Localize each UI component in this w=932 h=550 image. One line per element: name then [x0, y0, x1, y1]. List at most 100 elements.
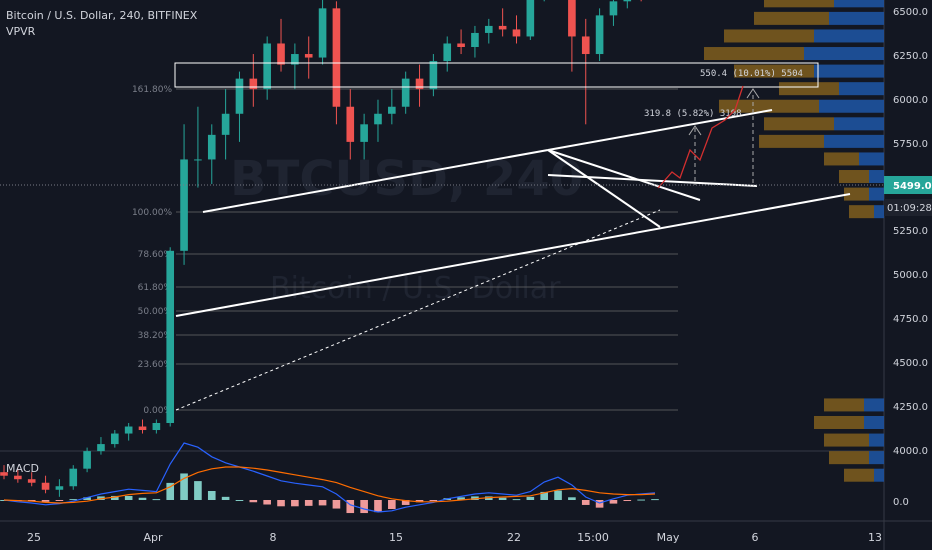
vp-bar-down	[829, 451, 869, 465]
macd-histogram-bar	[609, 500, 618, 504]
measure-box	[174, 62, 819, 88]
macd-histogram-bar	[55, 500, 64, 501]
time-tick: Apr	[143, 531, 163, 544]
macd-histogram-bar	[152, 499, 161, 501]
measure-big-label: 550.4 (10.01%) 5504	[700, 69, 803, 79]
symbol-title[interactable]: Bitcoin / U.S. Dollar, 240, BITFINEX	[6, 9, 198, 22]
macd-histogram-bar	[318, 500, 327, 506]
macd-histogram-bar	[180, 473, 188, 500]
vp-bar-down	[719, 99, 819, 113]
vp-bar-up	[834, 117, 884, 131]
candle-body	[277, 43, 285, 65]
fib-label: 61.80%	[138, 283, 173, 293]
candle-body	[110, 433, 119, 445]
macd-histogram-bar	[360, 500, 368, 514]
vp-bar-up	[824, 134, 884, 148]
vp-bar-up	[864, 416, 884, 429]
vp-bar-down	[764, 0, 834, 8]
candle-body	[207, 134, 216, 160]
vp-bar-down	[844, 187, 869, 201]
arrow-head-big	[746, 88, 760, 99]
candle-body	[221, 113, 230, 135]
vp-bar-down	[734, 64, 814, 78]
price-tick: 6000.0	[893, 95, 928, 106]
candle-body	[498, 25, 507, 30]
vpvr-indicator-label[interactable]: VPVR	[6, 25, 36, 38]
vp-bar-down	[824, 433, 869, 447]
vp-bar-up	[869, 187, 884, 201]
candle-body	[374, 113, 382, 125]
macd-histogram-bar	[540, 491, 549, 500]
vp-bar-up	[834, 0, 884, 8]
time-tick: 13	[868, 531, 882, 544]
macd-histogram-bar	[166, 482, 175, 500]
macd-histogram-bar	[401, 500, 410, 505]
channel-upper-extension	[547, 109, 773, 151]
candle-body	[0, 472, 8, 476]
macd-histogram-bar	[595, 500, 604, 508]
vp-bar-up	[869, 451, 884, 465]
macd-histogram-bar	[346, 500, 355, 514]
macd-histogram-bar	[277, 500, 285, 507]
candle-countdown: 01:09:28	[887, 203, 932, 214]
time-tick: May	[657, 531, 680, 544]
time-tick: 25	[27, 531, 41, 544]
macd-zero-tick: 0.0	[893, 497, 909, 508]
current-price-badge	[884, 176, 932, 194]
vp-bar-down	[844, 468, 874, 482]
time-tick: 15	[389, 531, 403, 544]
fib-label: 0.00%	[143, 406, 172, 416]
vp-bar-down	[814, 416, 864, 429]
vp-bar-up	[859, 152, 884, 166]
candle-body	[83, 451, 91, 469]
candle-body	[27, 479, 36, 483]
candle-body	[401, 78, 410, 107]
price-tick: 6500.0	[893, 7, 928, 18]
vp-bar-up	[869, 433, 884, 447]
candle-body	[69, 468, 78, 487]
price-tick: 4750.0	[893, 314, 928, 325]
fib-label: 78.60%	[138, 250, 173, 260]
price-tick: 4250.0	[893, 402, 928, 413]
candle-body	[581, 36, 590, 55]
macd-histogram-bar	[221, 496, 230, 500]
candle-body	[180, 159, 188, 251]
signal-line	[3, 466, 656, 504]
vp-bar-up	[874, 205, 884, 219]
vp-bar-down	[764, 117, 834, 131]
candle-body	[263, 43, 271, 90]
macd-histogram-bar	[263, 500, 271, 505]
price-tick: 4500.0	[893, 358, 928, 369]
candle-body	[304, 54, 313, 58]
horizontal-resistance-line	[547, 174, 758, 187]
macd-histogram-bar	[415, 500, 424, 503]
macd-histogram-bar	[41, 500, 50, 502]
candle-body	[526, 0, 535, 37]
macd-histogram-bar	[526, 496, 535, 500]
current-price-value: 5499.0	[893, 181, 932, 192]
price-tick: 5250.0	[893, 226, 928, 237]
macd-histogram-bar	[457, 497, 465, 500]
macd-histogram-bar	[498, 497, 507, 500]
macd-histogram-bar	[138, 497, 147, 500]
macd-indicator-label[interactable]: MACD	[6, 462, 39, 475]
channel-lower-line	[175, 193, 851, 317]
vp-bar-up	[864, 398, 884, 412]
candle-body	[55, 486, 64, 490]
macd-histogram-bar	[554, 490, 562, 500]
candle-body	[318, 8, 327, 58]
vp-bar-up	[839, 82, 884, 96]
candle-body	[484, 25, 493, 33]
fib-label: 100.00%	[132, 208, 172, 218]
macd-histogram-bar	[83, 497, 91, 500]
countdown-badge	[884, 199, 932, 216]
candle-body	[609, 1, 618, 16]
vp-bar-down	[849, 205, 874, 219]
vp-bar-up	[819, 99, 884, 113]
candle-body	[346, 106, 355, 142]
macd-histogram-bar	[623, 500, 632, 501]
macd-histogram-bar	[304, 500, 313, 506]
fib-label: 161.80%	[132, 85, 172, 95]
